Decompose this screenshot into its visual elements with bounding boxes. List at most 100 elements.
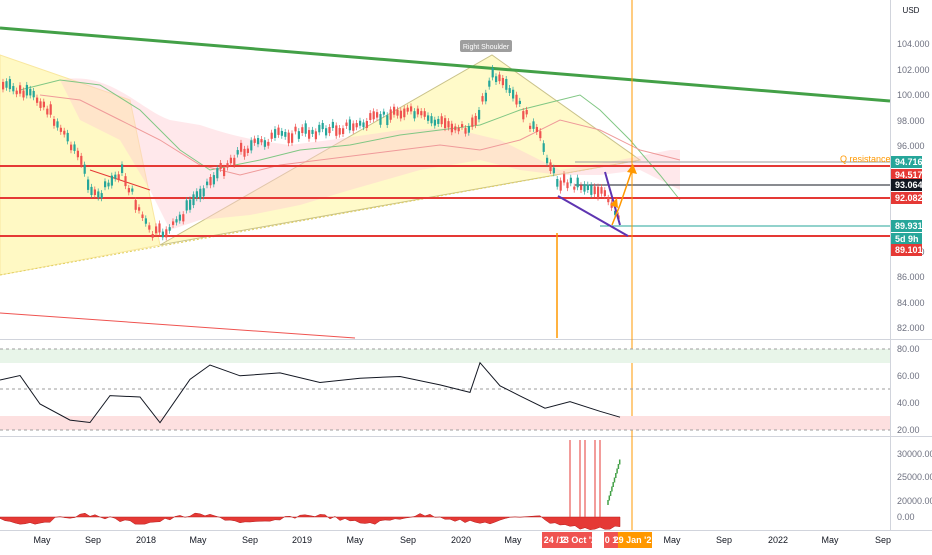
rsi-oversold-band [0, 416, 890, 430]
candle-body [73, 144, 76, 151]
price-tag-label: 5d 9h [895, 234, 919, 244]
candle-body [457, 127, 460, 132]
candle-body [182, 214, 185, 222]
candle-body [597, 186, 600, 198]
candle-body [185, 200, 188, 211]
candle-body [505, 78, 508, 90]
candle-body [607, 197, 610, 203]
oscillator-area[interactable] [0, 512, 621, 530]
candle-body [63, 130, 66, 135]
time-axis-label: 2020 [451, 535, 471, 545]
candle-body [70, 144, 73, 151]
candle-body [49, 104, 52, 115]
price-tag-label: 94.517 [895, 170, 923, 180]
time-axis[interactable]: May Sep 2018 May Sep 2019 May Sep 2020 May Sep May S… [33, 535, 891, 545]
candle-body [427, 115, 430, 121]
cloud-span-a [19, 79, 681, 201]
candle-body [80, 155, 83, 165]
candle-body [195, 191, 198, 199]
time-axis-label: 2019 [292, 535, 312, 545]
candle-body [488, 80, 491, 87]
candle-body [148, 225, 151, 230]
time-marker-label: 24 / 2 [544, 535, 567, 545]
price-candles[interactable] [2, 65, 620, 241]
candle-body [287, 132, 290, 144]
candle-body [535, 126, 538, 132]
candle-body [423, 111, 426, 117]
candle-body [338, 128, 341, 135]
candle-body [107, 182, 110, 187]
currency-badge[interactable] [900, 4, 922, 16]
time-axis-label: Sep [875, 535, 891, 545]
candle-body [311, 129, 314, 134]
wedge-upper [604, 171, 621, 226]
candle-body [447, 121, 450, 128]
candle-body [280, 130, 283, 136]
candle-body [36, 97, 39, 103]
candle-body [433, 119, 436, 126]
candle-body [614, 210, 617, 215]
candle-body [559, 180, 562, 191]
candle-body [522, 111, 525, 120]
candle-body [529, 125, 532, 129]
candle-body [580, 185, 583, 190]
candle-body [586, 184, 589, 190]
rsi-overbought-band [0, 349, 890, 363]
candle-body [355, 123, 358, 128]
time-axis-label: 2018 [136, 535, 156, 545]
rsi-axis[interactable]: 80.00 60.00 40.00 20.00 [897, 344, 920, 435]
candle-body [284, 131, 287, 137]
candle-body [233, 157, 236, 165]
candle-body [331, 121, 334, 128]
candle-body [29, 88, 32, 96]
price-tick-label: 98.000 [897, 116, 925, 126]
candle-body [365, 120, 368, 128]
candle-body [304, 123, 307, 134]
candle-body [416, 108, 419, 115]
candle-body [168, 227, 171, 231]
candle-body [399, 110, 402, 119]
candle-body [481, 96, 484, 102]
candle-body [165, 229, 168, 238]
candle-body [464, 128, 467, 134]
projection-arrow-head [610, 198, 618, 208]
candle-body [246, 148, 249, 153]
q-resistance-label: Q resistance [840, 154, 891, 164]
price-tick-label: 96.000 [897, 141, 925, 151]
candle-body [192, 194, 195, 206]
time-axis-label: Sep [400, 535, 416, 545]
candle-body [59, 127, 62, 132]
time-axis-label: May [663, 535, 681, 545]
volume-pane[interactable] [0, 437, 890, 529]
candle-body [600, 187, 603, 194]
candle-body [22, 90, 25, 98]
candle-body [161, 231, 164, 238]
candle-body [144, 218, 147, 224]
rsi-line[interactable] [0, 361, 621, 424]
candle-body [209, 177, 212, 186]
candle-body [66, 132, 69, 142]
candle-body [53, 119, 56, 126]
candle-body [508, 88, 511, 93]
volume-axis[interactable]: 30000.00 25000.00 20000.00 0.00 [897, 449, 932, 522]
time-marker-box [542, 532, 568, 548]
candle-body [87, 179, 90, 190]
price-tag-box [891, 192, 922, 204]
rsi-tick-label: 20.00 [897, 425, 920, 435]
candle-body [413, 111, 416, 119]
green-trendline [0, 26, 891, 103]
candle-body [308, 130, 311, 139]
candle-body [525, 109, 528, 115]
time-axis-label: Sep [716, 535, 732, 545]
right-shoulder-label: Right Shoulder [463, 44, 510, 51]
candle-body [178, 214, 181, 221]
candle-body [134, 200, 137, 210]
candle-body [563, 174, 566, 183]
candle-body [437, 118, 440, 124]
candle-body [386, 115, 389, 126]
candle-body [236, 150, 239, 155]
candle-body [576, 177, 579, 188]
candle-body [127, 188, 130, 193]
